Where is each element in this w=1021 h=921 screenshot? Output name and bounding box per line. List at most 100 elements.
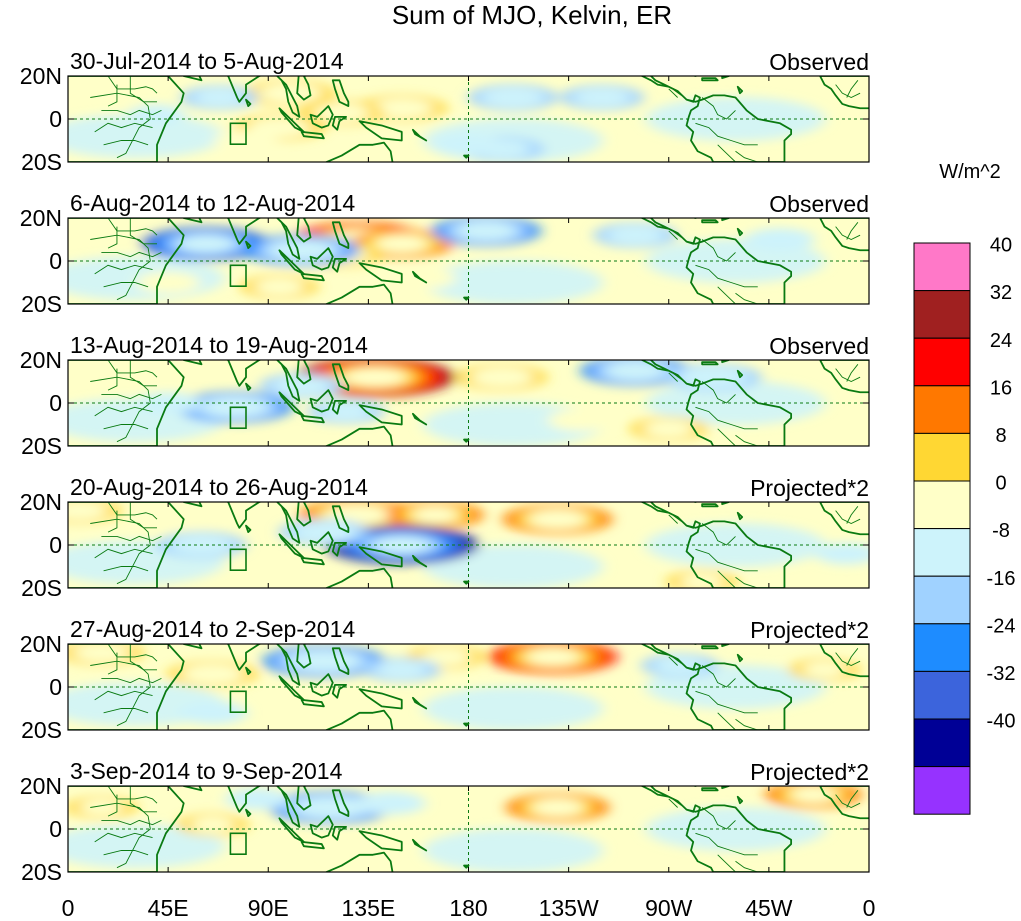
coastline [302,558,324,564]
colorbar-swatch [913,670,971,720]
y-tick-label: 20S [21,149,62,175]
country-border [130,502,157,528]
country-border [702,382,735,404]
country-border [847,364,858,381]
anomaly-contour [325,839,389,862]
coastline [215,782,273,812]
country-border [847,648,858,665]
x-tick-label: 180 [449,895,487,921]
country-border [108,511,117,532]
coastline [333,827,346,840]
anomaly-contour [373,536,431,554]
country-border [836,795,860,808]
coastline [820,644,880,676]
coastline [311,106,333,128]
country-border [669,231,678,240]
reference-box [229,122,247,146]
anomaly-contour [605,360,666,381]
anomaly-background-patch [423,544,603,588]
country-border [736,151,758,162]
coastlines [57,67,880,164]
country-border [108,76,157,93]
country-border [108,227,117,249]
anomaly-contour [375,660,428,680]
coastline [722,786,729,788]
anomaly-contour [189,704,236,722]
anomaly-contour [72,644,131,663]
coastline [333,259,346,272]
coastline [738,229,742,235]
y-tick-label: 20S [21,859,62,885]
y-tick-label: 0 [49,106,62,132]
y-tick-label: 20N [20,631,62,657]
coastline [277,218,299,259]
x-tick-label: 0 [863,895,876,921]
anomaly-contour [572,87,632,108]
anomaly-background-patch [68,824,225,869]
anomaly-contour [815,542,869,565]
anomaly-contour [548,409,612,432]
country-border [695,265,757,287]
coastline [635,214,791,304]
coastline [702,78,718,80]
country-border [104,567,148,571]
country-border [718,571,736,588]
coastline [464,582,468,584]
anomaly-contour [306,799,355,816]
country-border [90,803,150,868]
coastline [297,493,337,525]
anomaly-contour [480,86,546,109]
coastline [279,108,303,132]
coastline [184,782,202,791]
country-border [108,795,117,817]
coastline [464,440,468,442]
anomaly-contour [789,786,837,804]
coastline [333,506,349,532]
country-border [702,666,735,688]
coastline [820,786,880,818]
coastline [413,556,426,567]
coastline [215,498,273,528]
panel-status: Projected*2 [750,475,869,501]
anomaly-contour [367,794,414,812]
anomaly-contour [291,521,357,543]
coastline [738,655,742,661]
country-border [90,519,150,584]
anomaly-contour [411,506,459,524]
coastline [311,674,333,696]
coastline [246,100,250,106]
colorbar-swatch [913,623,971,672]
panel-4: 20N 0 20S 20-Aug-2014 to 26-Aug-2014 Project… [20,474,870,601]
coastline [464,724,468,726]
anomaly-field [68,502,869,588]
coastline [322,853,393,875]
anomaly-contour [68,502,109,521]
coastline [738,87,742,93]
anomaly-contour [374,234,429,253]
coastline [680,780,702,786]
anomaly-contour [369,97,435,119]
country-border [108,218,157,235]
country-border [736,719,758,730]
coastline [302,416,324,422]
colorbar-swatch [913,242,971,292]
panel-date-range: 30-Jul-2014 to 5-Aug-2014 [70,48,344,74]
coastline [279,534,303,558]
coastlines [57,777,880,874]
coastline [333,401,346,414]
y-tick-label: 20N [20,347,62,373]
coastline [413,698,426,709]
coastline [413,272,426,283]
coastline [215,214,273,244]
coastline [820,360,880,392]
panel-status: Observed [769,333,869,359]
coastline [738,371,742,377]
coastline [333,364,349,390]
country-border [736,577,758,588]
country-border [718,713,736,730]
coastline [246,668,250,674]
y-tick-label: 0 [49,390,62,416]
country-border [108,786,157,803]
y-tick-label: 20S [21,575,62,601]
coastline [359,689,401,708]
